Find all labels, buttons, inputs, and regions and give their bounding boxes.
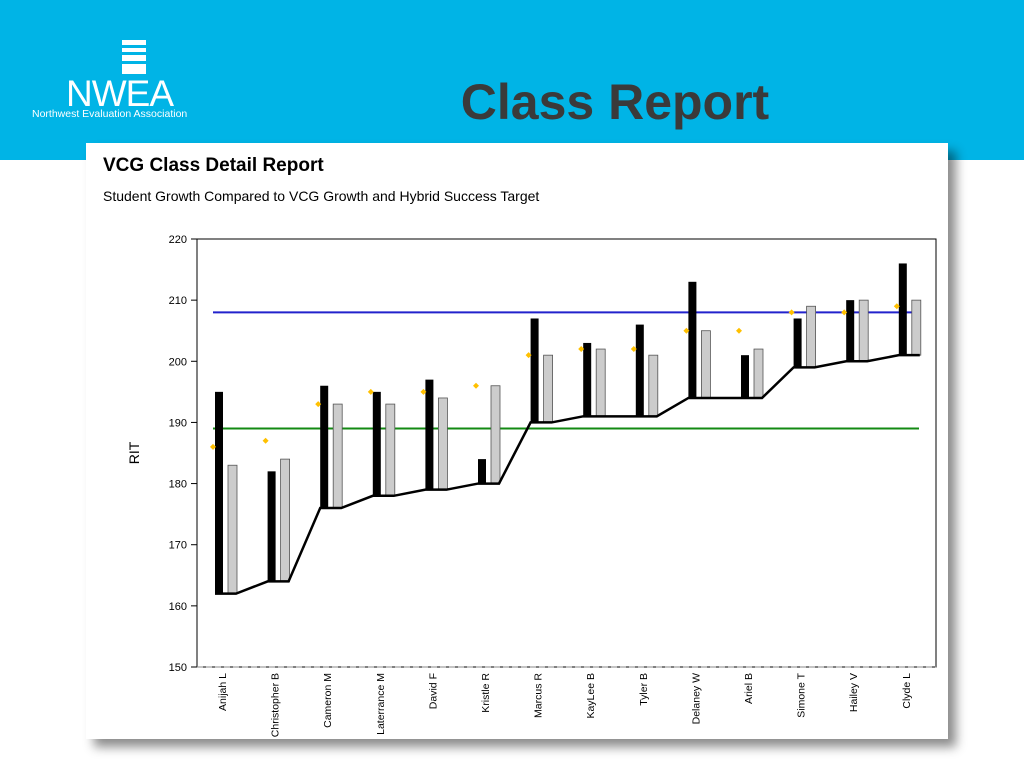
growth-chart: 150 160 170 180 190 200 210 220 RIT Anijah L Chris… <box>126 234 937 737</box>
y-tick-label: 190 <box>169 417 187 429</box>
growth-bar <box>648 354 659 417</box>
logo-mark-icon <box>122 40 146 74</box>
projection-marker <box>420 388 427 395</box>
start-bar <box>425 379 434 490</box>
start-bar <box>583 342 592 417</box>
projection-marker <box>315 401 322 408</box>
projection-marker <box>630 346 637 353</box>
start-bar <box>372 391 381 496</box>
growth-bar <box>437 397 448 491</box>
category-label: Clyde L <box>901 673 913 709</box>
y-tick-label: 220 <box>169 234 187 246</box>
growth-bar <box>806 305 816 368</box>
growth-bar <box>385 403 396 497</box>
projection-marker <box>578 346 585 353</box>
growth-bar <box>595 348 606 417</box>
y-tick-label: 180 <box>169 479 187 491</box>
nwea-logo: NWEA Northwest Evaluation Association <box>30 40 210 130</box>
logo-subtitle: Northwest Evaluation Association <box>32 108 188 120</box>
projection-marker <box>788 309 795 316</box>
growth-bar <box>543 354 554 423</box>
category-label: Anijah L <box>217 673 229 711</box>
report-title: VCG Class Detail Report <box>103 155 324 176</box>
category-label: David F <box>427 673 439 709</box>
y-axis-label: RIT <box>126 441 142 464</box>
projection-marker <box>262 437 269 444</box>
category-label: Hailey V <box>848 673 860 712</box>
start-bar <box>688 281 697 398</box>
growth-bar <box>332 403 343 509</box>
report-card: VCG Class Detail Report Student Growth C… <box>86 143 948 739</box>
start-bar <box>846 300 855 362</box>
plot-frame <box>196 238 937 668</box>
growth-bar <box>227 464 238 595</box>
projection-marker <box>473 382 479 389</box>
category-label: Marcus R <box>533 673 545 718</box>
projection-marker <box>367 388 374 395</box>
category-label: Ariel B <box>743 673 755 704</box>
category-label: Laterrance M <box>375 673 387 735</box>
baseline-path <box>215 353 920 595</box>
start-bar <box>478 459 486 484</box>
logo-name: NWEA <box>66 73 174 114</box>
start-bar <box>267 471 276 582</box>
projection-marker <box>683 327 690 334</box>
projection-marker <box>525 352 532 359</box>
growth-bar <box>858 299 869 362</box>
projection-marker <box>736 327 742 334</box>
start-bar <box>530 318 539 423</box>
header-band <box>0 0 1024 160</box>
y-tick-label: 210 <box>169 295 187 307</box>
growth-bar <box>701 330 711 399</box>
y-tick-label: 150 <box>169 662 187 674</box>
start-bar <box>320 385 329 509</box>
y-tick-label: 200 <box>169 356 187 368</box>
report-subtitle: Student Growth Compared to VCG Growth an… <box>103 188 540 204</box>
start-bar <box>635 324 644 417</box>
start-bar <box>215 391 223 594</box>
category-label: Tyler B <box>638 673 650 706</box>
category-label: Simone T <box>796 672 808 717</box>
growth-bar <box>753 348 764 399</box>
category-label: Kristle R <box>480 673 492 713</box>
category-label: Cameron M <box>322 673 334 728</box>
start-bar <box>793 318 802 368</box>
slide-title: Class Report <box>460 74 770 130</box>
y-tick-label: 160 <box>169 601 187 613</box>
y-tick-label: 170 <box>169 540 187 552</box>
projection-marker <box>841 309 848 316</box>
growth-bar <box>911 299 922 356</box>
start-bar <box>898 263 907 356</box>
category-label: Delaney W <box>690 673 702 724</box>
projection-marker <box>893 303 900 310</box>
growth-bar <box>280 458 291 582</box>
start-bar <box>741 355 749 398</box>
category-label: KayLee B <box>585 673 597 719</box>
projection-marker <box>210 443 216 450</box>
category-label: Christopher B <box>270 673 282 737</box>
growth-bar <box>490 385 501 484</box>
